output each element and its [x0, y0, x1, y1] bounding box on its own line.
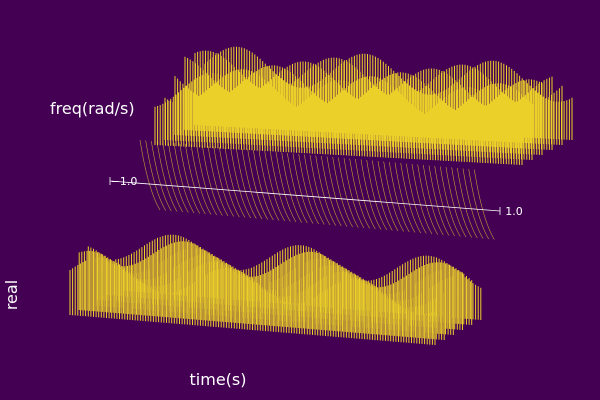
y-tick-label: 1.0 [505, 205, 523, 218]
z-axis-label: real [2, 280, 21, 310]
freq-axis: −1.0 1.0 [109, 175, 523, 218]
axis-line [109, 180, 501, 212]
surface-traces [69, 234, 482, 345]
surface [69, 46, 573, 345]
x-axis-label: time(s) [190, 370, 247, 389]
y-tick-label: −1.0 [111, 175, 138, 188]
surface-traces [154, 46, 573, 165]
y-axis-label: freq(rad/s) [50, 99, 135, 118]
